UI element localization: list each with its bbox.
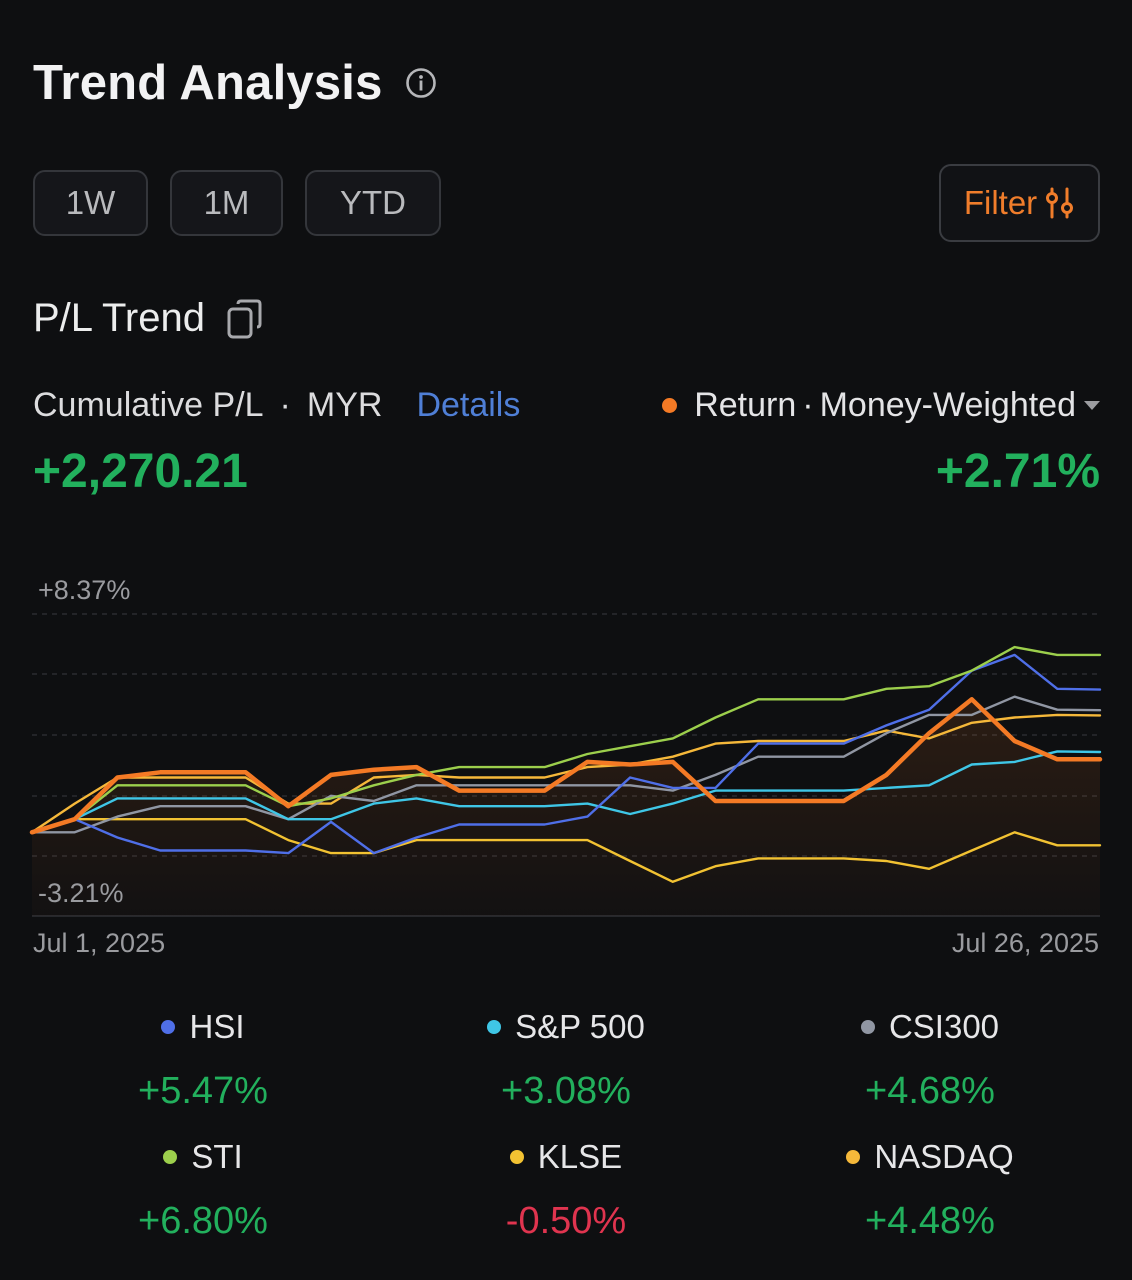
return-mode-label: Money-Weighted	[819, 386, 1076, 424]
return-label: Return	[694, 386, 797, 424]
series-line-return	[29, 697, 1103, 835]
legend-name: NASDAQ	[874, 1138, 1014, 1175]
legend-name-row: NASDAQ	[780, 1138, 1080, 1176]
legend-item[interactable]: CSI300 +4.68%	[780, 1008, 1080, 1113]
legend-name: KLSE	[537, 1138, 623, 1175]
return-area-fill	[32, 699, 1100, 916]
legend-name: HSI	[189, 1008, 245, 1045]
legend-item[interactable]: STI +6.80%	[53, 1138, 353, 1243]
series-line-hsi	[30, 653, 1102, 855]
legend-dot	[860, 1020, 875, 1034]
legend-dot	[163, 1150, 178, 1164]
series-line-s-p-500	[30, 750, 1102, 834]
legend-dot	[161, 1020, 176, 1034]
title-row: Trend Analysis	[33, 55, 437, 111]
legend-name: S&P 500	[515, 1008, 645, 1045]
legend-value: +4.48%	[865, 1200, 995, 1242]
legend-name-row: S&P 500	[416, 1008, 716, 1046]
legend-dot	[509, 1150, 524, 1164]
legend-value: +6.80%	[138, 1200, 268, 1242]
x-end-label: Jul 26, 2025	[952, 928, 1099, 958]
pl-trend-chart: +8.37% -3.21% Jul 1, 2025 Jul 26, 2025	[29, 575, 1103, 958]
return-separator: ·	[802, 386, 814, 424]
range-1m-button[interactable]: 1M	[170, 170, 283, 236]
caret-down-icon	[1084, 401, 1100, 410]
range-1w-button[interactable]: 1W	[33, 170, 148, 236]
legend-name: CSI300	[888, 1008, 1000, 1045]
series-line-klse	[30, 818, 1102, 883]
series-line-sti	[30, 645, 1102, 834]
y-min-label: -3.21%	[38, 878, 124, 908]
page-title: Trend Analysis	[33, 56, 383, 110]
series-line-csi300	[30, 695, 1102, 834]
legend-name-row: CSI300	[780, 1008, 1080, 1046]
details-link[interactable]: Details	[416, 386, 521, 424]
cumulative-pl-row: Cumulative P/L · MYR Details	[33, 386, 520, 425]
pl-trend-title: P/L Trend	[33, 296, 205, 340]
legend-name: STI	[191, 1138, 243, 1175]
return-mode-selector[interactable]: Return · Money-Weighted	[662, 386, 1100, 425]
legend-value: -0.50%	[505, 1200, 627, 1242]
filter-label: Filter	[963, 184, 1038, 221]
filter-button[interactable]: Filter	[939, 164, 1100, 242]
share-icon[interactable]	[227, 299, 263, 339]
legend-item[interactable]: NASDAQ +4.48%	[780, 1138, 1080, 1243]
legend-name-row: KLSE	[416, 1138, 716, 1176]
range-ytd-button[interactable]: YTD	[305, 170, 441, 236]
legend-item[interactable]: KLSE -0.50%	[416, 1138, 716, 1243]
info-icon[interactable]	[405, 67, 437, 99]
cumulative-pl-value: +2,270.21	[33, 445, 248, 498]
sliders-icon	[1046, 187, 1074, 219]
pl-trend-header: P/L Trend	[33, 296, 263, 341]
legend-item[interactable]: HSI +5.47%	[53, 1008, 353, 1113]
legend-value: +5.47%	[138, 1070, 268, 1112]
legend-item[interactable]: S&P 500 +3.08%	[416, 1008, 716, 1113]
legend-value: +4.68%	[865, 1070, 995, 1112]
legend-value: +3.08%	[501, 1070, 631, 1112]
legend-name-row: HSI	[53, 1008, 353, 1046]
x-start-label: Jul 1, 2025	[33, 928, 165, 958]
legend-dot	[846, 1150, 861, 1164]
return-legend-dot	[662, 398, 678, 413]
return-value: +2.71%	[935, 445, 1100, 498]
currency-label: MYR	[306, 386, 383, 424]
legend-dot	[487, 1020, 502, 1034]
legend-name-row: STI	[53, 1138, 353, 1176]
cumulative-pl-label: Cumulative P/L	[33, 386, 264, 424]
separator: ·	[279, 386, 291, 424]
y-max-label: +8.37%	[38, 575, 130, 605]
